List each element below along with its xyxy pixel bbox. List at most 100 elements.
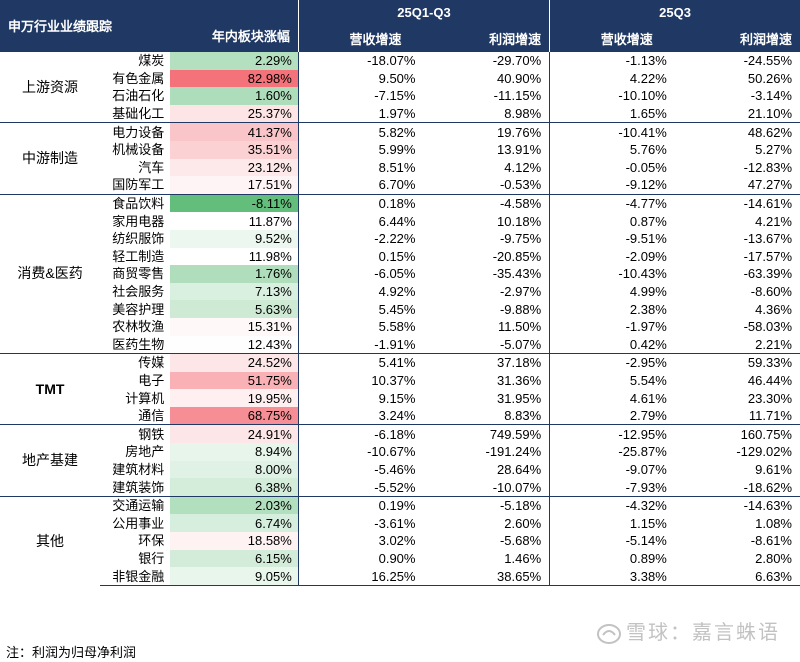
header-p1-revenue: 营收增速: [297, 25, 424, 52]
p1-profit-growth: 1.46%: [504, 550, 542, 566]
industry-name: 农林牧渔: [112, 319, 165, 335]
p1-profit-growth: -191.24%: [485, 444, 542, 460]
group-label: 地产基建: [0, 424, 101, 497]
p2-revenue-growth: -10.10%: [549, 87, 675, 105]
snowball-logo-icon: [597, 623, 621, 644]
p1-profit-growth: -2.97%: [499, 284, 542, 300]
ytd-change-cell: 1.60%: [170, 87, 299, 105]
industry-name: 交通运输: [100, 495, 171, 515]
industry-name: 医药生物: [100, 335, 171, 355]
p1-revenue-growth: 0.19%: [297, 495, 424, 515]
p1-profit-growth: 2.60%: [504, 515, 542, 531]
p2-profit-growth: -14.63%: [674, 495, 800, 515]
p2-revenue-growth: -2.09%: [549, 247, 675, 266]
p2-profit-growth: 2.21%: [674, 335, 800, 355]
ytd-change-cell: 12.43%: [170, 335, 299, 355]
ytd-change-cell: 5.63%: [170, 300, 299, 318]
table-row: 房地产 8.94% -10.67% -191.24% -25.87% -129.02%: [0, 443, 800, 461]
table-row: 有色金属 82.98% 9.50% 40.90% 4.22% 50.26%: [0, 69, 800, 88]
ytd-change-cell: 11.87%: [170, 212, 299, 230]
table-row: 上游资源 煤炭 2.29% -18.07% -29.70% -1.13% -24.55%: [0, 50, 800, 123]
ytd-change-cell: 15.31%: [170, 317, 299, 336]
p1-revenue-growth: -5.46%: [297, 460, 424, 479]
p1-profit-growth: 31.95%: [497, 390, 542, 406]
p2-profit-growth: -8.61%: [750, 533, 792, 549]
p2-revenue-growth: -5.14%: [549, 532, 675, 550]
industry-name: 轻工制造: [112, 248, 165, 264]
ytd-change-cell: 8.94%: [170, 443, 299, 461]
industry-name: 汽车: [138, 159, 165, 175]
table-row: 家用电器 11.87% 6.44% 10.18% 0.87% 4.21%: [0, 212, 800, 230]
p2-profit-growth: -63.39%: [743, 266, 792, 282]
p1-revenue-growth: -3.61%: [297, 514, 424, 533]
table-row: 石油石化 1.60% -7.15% -11.15% -10.10% -3.14%: [0, 87, 800, 105]
p2-revenue-growth: -0.05%: [549, 158, 675, 177]
p1-profit-growth: -9.88%: [499, 301, 542, 317]
industry-name: 石油石化: [112, 88, 165, 104]
p2-profit-growth: -17.57%: [743, 248, 792, 264]
group-label: TMT: [0, 353, 101, 425]
table-row: 基础化工 25.37% 1.97% 8.98% 1.65% 21.10%: [0, 104, 800, 124]
ytd-change-cell: 24.52%: [170, 353, 299, 372]
p1-revenue-growth: -5.52%: [297, 478, 424, 497]
p1-profit-growth: -11.15%: [493, 88, 542, 104]
p2-profit-growth: 4.21%: [755, 213, 792, 229]
ytd-change-cell: 35.51%: [170, 140, 299, 159]
p2-profit-growth: -58.03%: [743, 319, 792, 335]
p2-profit-growth: 6.63%: [674, 567, 800, 586]
industry-name: 建筑装饰: [100, 478, 171, 497]
industry-name: 传媒: [100, 353, 171, 372]
p1-profit-growth: 37.18%: [423, 353, 550, 372]
ytd-change-cell: 18.58%: [170, 532, 299, 550]
ytd-change-cell: 41.37%: [170, 122, 299, 141]
table-row: 环保 18.58% 3.02% -5.68% -5.14% -8.61%: [0, 532, 800, 550]
p2-profit-growth: -14.61%: [674, 193, 800, 213]
header-industry: 申万行业业绩跟踪: [0, 0, 171, 52]
table-row: 通信 68.75% 3.24% 8.83% 2.79% 11.71%: [0, 406, 800, 426]
table-row: TMT 传媒 24.52% 5.41% 37.18% -2.95% 59.33%: [0, 353, 800, 425]
p2-revenue-growth: -2.95%: [549, 353, 675, 372]
header-p1-profit: 利润增速: [423, 25, 550, 52]
p1-revenue-growth: 3.24%: [297, 406, 424, 426]
ytd-change-cell: -8.11%: [170, 193, 299, 213]
p1-profit-growth: -9.75%: [499, 231, 542, 247]
p2-revenue-growth: 2.79%: [549, 406, 675, 426]
p2-profit-growth: -12.83%: [743, 159, 792, 175]
p2-revenue-growth: 2.38%: [549, 300, 675, 318]
p1-profit-growth: 40.90%: [497, 70, 542, 86]
table-row: 消费&医药 食品饮料 -8.11% 0.18% -4.58% -4.77% -14.61%: [0, 193, 800, 354]
industry-name: 电子: [138, 372, 165, 388]
ytd-change-cell: 51.75%: [170, 371, 299, 390]
ytd-change-cell: 9.05%: [170, 567, 299, 586]
industry-name: 家用电器: [112, 213, 165, 229]
p1-revenue-growth: -7.15%: [297, 87, 424, 105]
ytd-change-cell: 25.37%: [170, 104, 299, 124]
industry-name: 有色金属: [112, 70, 165, 86]
industry-name: 社会服务: [112, 284, 165, 300]
p2-revenue-growth: 3.38%: [549, 567, 675, 586]
industry-name: 机械设备: [112, 142, 165, 158]
p2-revenue-growth: 4.22%: [549, 69, 675, 88]
p2-revenue-growth: 4.99%: [549, 282, 675, 301]
header-period-1: 25Q1-Q3: [297, 0, 550, 25]
ytd-change-cell: 6.15%: [170, 549, 299, 568]
ytd-change-cell: 2.03%: [170, 495, 299, 515]
industry-name: 美容护理: [112, 301, 165, 317]
p1-profit-growth: 8.98%: [423, 104, 550, 124]
p2-revenue-growth: 5.54%: [549, 371, 675, 390]
p1-revenue-growth: -6.18%: [297, 424, 424, 444]
p1-revenue-growth: 4.92%: [297, 282, 424, 301]
industry-name: 电力设备: [100, 122, 171, 141]
ytd-change-cell: 23.12%: [170, 158, 299, 177]
p1-profit-growth: 38.65%: [423, 567, 550, 586]
table-row: 银行 6.15% 0.90% 1.46% 0.89% 2.80%: [0, 549, 800, 568]
industry-name: 非银金融: [100, 567, 171, 586]
p1-profit-growth: -5.07%: [423, 335, 550, 355]
industry-name: 钢铁: [100, 424, 171, 444]
p2-profit-growth: 46.44%: [747, 372, 792, 388]
p1-revenue-growth: 3.02%: [297, 532, 424, 550]
p1-revenue-growth: -10.67%: [297, 443, 424, 461]
p2-profit-growth: 5.27%: [755, 142, 792, 158]
p1-profit-growth: 4.12%: [504, 159, 542, 175]
group-label: 上游资源: [0, 50, 101, 123]
